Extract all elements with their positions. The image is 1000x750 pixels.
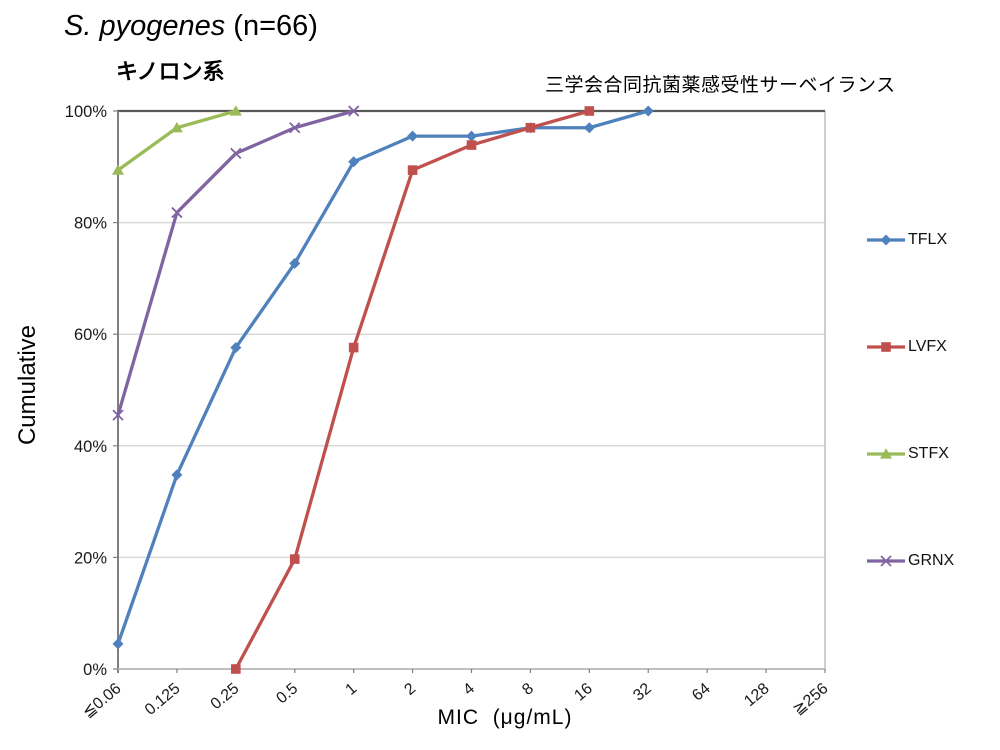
legend-key-diamond-icon bbox=[867, 234, 905, 246]
marker-LVFX bbox=[348, 342, 359, 353]
legend-marker-GRNX bbox=[880, 555, 892, 567]
marker-LVFX bbox=[584, 106, 595, 116]
legend-item-GRNX: GRNX bbox=[866, 552, 954, 570]
y-tick-label: 60% bbox=[74, 326, 107, 344]
marker-LVFX bbox=[525, 122, 536, 133]
surveillance-note: 三学会合同抗菌薬感受性サーベイランス bbox=[545, 75, 896, 96]
legend-label-STFX: STFX bbox=[908, 445, 949, 462]
legend-item-LVFX: LVFX bbox=[866, 338, 947, 356]
marker-STFX bbox=[112, 164, 124, 175]
marker-GRNX bbox=[171, 206, 183, 219]
marker-GRNX bbox=[289, 122, 301, 134]
legend-key-triangle-icon bbox=[867, 448, 905, 459]
legend-label-LVFX: LVFX bbox=[908, 338, 947, 355]
marker-LVFX bbox=[231, 664, 241, 674]
y-tick-label: 80% bbox=[74, 215, 107, 233]
x-axis-title: MIC (μg/mL) bbox=[437, 706, 573, 729]
chart-subtitle: キノロン系 bbox=[116, 59, 225, 84]
marker-GRNX bbox=[230, 147, 242, 160]
marker-TFLX bbox=[348, 156, 360, 168]
legend-marker-STFX bbox=[880, 448, 892, 459]
marker-LVFX bbox=[407, 165, 418, 175]
legend-key-x-icon bbox=[867, 555, 905, 567]
marker-TFLX bbox=[230, 342, 242, 354]
legend-marker-LVFX bbox=[881, 342, 891, 352]
chart-title: S. pyogenes (n=66) bbox=[64, 10, 318, 43]
marker-STFX bbox=[170, 121, 183, 133]
marker-GRNX bbox=[112, 409, 124, 421]
legend-marker-TFLX bbox=[880, 234, 892, 246]
marker-LVFX bbox=[289, 554, 300, 564]
legend-key-square-icon bbox=[867, 342, 905, 352]
marker-TFLX bbox=[171, 469, 183, 481]
y-tick-label: 100% bbox=[65, 103, 108, 121]
marker-TFLX bbox=[112, 638, 124, 650]
legend-item-STFX: STFX bbox=[866, 445, 949, 463]
marker-LVFX bbox=[466, 140, 477, 150]
chart-title-species: S. pyogenes bbox=[64, 10, 226, 42]
legend-label-GRNX: GRNX bbox=[908, 552, 955, 569]
marker-TFLX bbox=[466, 130, 477, 142]
legend-item-TFLX: TFLX bbox=[866, 231, 947, 249]
chart-title-n: (n=66) bbox=[225, 10, 318, 42]
y-tick-label: 0% bbox=[83, 661, 107, 679]
legend-label-TFLX: TFLX bbox=[908, 231, 948, 248]
series-line-TFLX bbox=[116, 109, 650, 646]
y-tick-label: 20% bbox=[74, 549, 107, 567]
marker-TFLX bbox=[289, 257, 301, 269]
marker-GRNX bbox=[348, 105, 360, 117]
marker-TFLX bbox=[642, 105, 654, 117]
marker-TFLX bbox=[583, 122, 595, 134]
marker-STFX bbox=[229, 105, 242, 116]
marker-TFLX bbox=[407, 130, 419, 142]
y-tick-label: 40% bbox=[74, 438, 107, 456]
